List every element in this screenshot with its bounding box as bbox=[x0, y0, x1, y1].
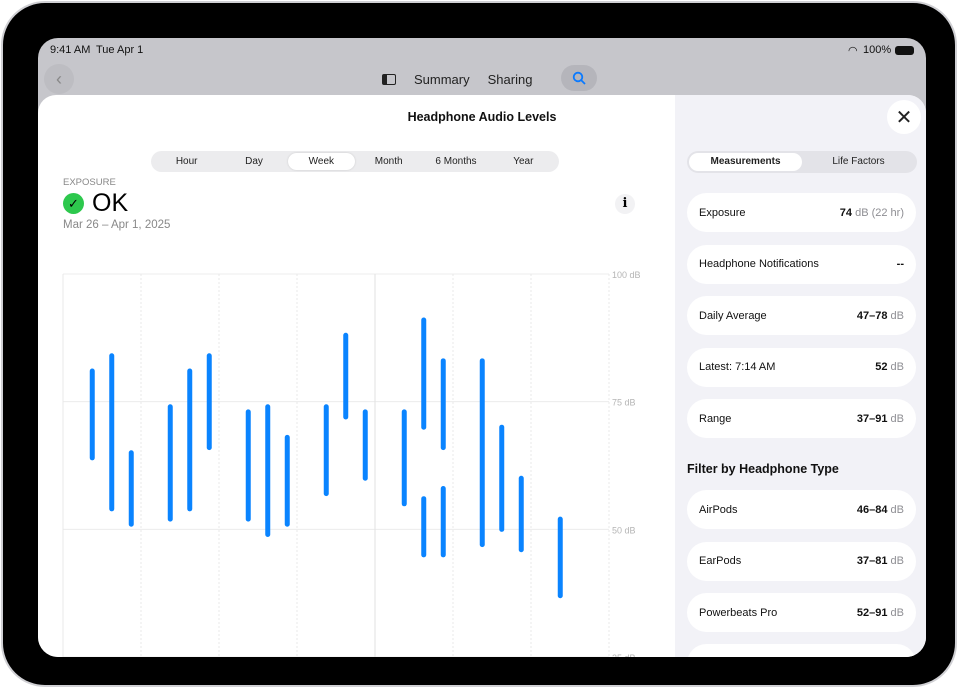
range-tab-day[interactable]: Day bbox=[245, 156, 263, 167]
tab-measurements[interactable]: Measurements bbox=[689, 153, 802, 171]
filter-heading: Filter by Headphone Type bbox=[687, 462, 839, 476]
row-value-unit: dB bbox=[887, 606, 904, 619]
row-value-unit: dB bbox=[887, 309, 904, 322]
row-value-unit: dB bbox=[887, 361, 904, 373]
sheet-title: Headphone Audio Levels bbox=[407, 110, 557, 124]
back-button[interactable]: ‹ bbox=[44, 64, 74, 94]
row-value-number: 52 bbox=[875, 361, 888, 373]
row-value-number: 46–84 bbox=[856, 503, 888, 516]
y-tick-label: 25 dB bbox=[612, 653, 636, 657]
row-label: Headphone Notifications bbox=[699, 258, 819, 270]
battery-icon bbox=[895, 46, 914, 55]
checkmark-icon: ✓ bbox=[63, 193, 84, 214]
row-value-unit: dB bbox=[887, 555, 904, 567]
status-date: Tue Apr 1 bbox=[96, 44, 144, 56]
tab-life-factors[interactable]: Life Factors bbox=[832, 156, 885, 167]
exposure-label: EXPOSURE bbox=[63, 177, 116, 188]
row-value: 52–91 dB bbox=[857, 607, 904, 619]
measurement-row[interactable]: Latest: 7:14 AM 52 dB bbox=[687, 347, 916, 387]
exposure-status: ✓ OK bbox=[63, 189, 128, 218]
row-value-number: 47–78 bbox=[856, 309, 888, 322]
screen: 9:41 AM Tue Apr 1 ◠ 100% ‹ Summary Shari… bbox=[38, 38, 926, 657]
row-value: 47–78 dB bbox=[857, 310, 904, 322]
row-label: Daily Average bbox=[699, 309, 767, 322]
range-tab-month[interactable]: Month bbox=[374, 156, 403, 167]
filter-row[interactable]: AirPods 46–84 dB bbox=[687, 490, 916, 529]
row-value: 37–91 dB bbox=[857, 413, 904, 425]
info-button[interactable]: i bbox=[615, 194, 635, 214]
row-value: -- bbox=[897, 258, 904, 270]
exposure-status-text: OK bbox=[92, 189, 129, 217]
row-label: EarPods bbox=[699, 555, 742, 567]
range-tab-6-months[interactable]: 6 Months bbox=[435, 156, 477, 167]
tab-sharing[interactable]: Sharing bbox=[487, 71, 533, 87]
row-value-unit: dB bbox=[887, 412, 904, 425]
range-tab-week[interactable]: Week bbox=[287, 153, 355, 170]
row-label: Latest: 7:14 AM bbox=[699, 361, 776, 373]
y-tick-label: 75 dB bbox=[612, 398, 636, 408]
detail-sheet: Measurements Life Factors Exposure 74 dB … bbox=[38, 95, 926, 657]
y-tick-label: 50 dB bbox=[612, 525, 636, 535]
side-panel: Measurements Life Factors Exposure 74 dB … bbox=[675, 95, 926, 657]
row-value: 46–84 dB bbox=[857, 504, 904, 516]
row-value-number: 37–91 bbox=[856, 412, 888, 425]
close-button[interactable]: ✕ bbox=[887, 100, 921, 134]
row-value-unit: dB bbox=[887, 503, 904, 516]
row-value: 37–81 dB bbox=[857, 555, 904, 567]
row-value-number: -- bbox=[896, 258, 904, 270]
measurement-row[interactable]: Exposure 74 dB (22 hr) bbox=[687, 193, 916, 232]
range-segmented-control: Hour Day Week Month 6 Months Year bbox=[151, 151, 559, 172]
date-range: Mar 26 – Apr 1, 2025 bbox=[63, 219, 171, 231]
search-icon bbox=[572, 71, 586, 85]
row-value-unit: dB (22 hr) bbox=[852, 206, 904, 219]
range-tab-year[interactable]: Year bbox=[513, 156, 534, 167]
tab-summary[interactable]: Summary bbox=[414, 71, 470, 87]
measurement-row[interactable]: Headphone Notifications -- bbox=[687, 244, 916, 284]
y-tick-label: 100 dB bbox=[612, 270, 641, 280]
row-value-number: 74 bbox=[839, 206, 853, 219]
nav-bar: Summary Sharing bbox=[366, 66, 598, 92]
filter-row[interactable]: EarPods 37–81 dB bbox=[687, 541, 916, 581]
filter-row[interactable]: Powerbeats Pro 52–91 dB bbox=[687, 593, 916, 632]
measurement-row[interactable]: Daily Average 47–78 dB bbox=[687, 296, 916, 335]
filter-row[interactable] bbox=[687, 644, 916, 657]
search-button[interactable] bbox=[561, 65, 597, 91]
measurement-row[interactable]: Range 37–91 dB bbox=[687, 399, 916, 438]
info-icon: i bbox=[622, 196, 628, 211]
side-segmented-control: Measurements Life Factors bbox=[687, 151, 917, 173]
close-icon: ✕ bbox=[895, 106, 913, 129]
row-value-number: 52–91 bbox=[856, 606, 888, 619]
status-battery: 100% bbox=[863, 44, 892, 56]
row-value: 52 dB bbox=[875, 361, 904, 373]
range-tab-hour[interactable]: Hour bbox=[175, 156, 198, 167]
row-label: Exposure bbox=[699, 206, 746, 219]
row-value: 74 dB (22 hr) bbox=[840, 207, 904, 219]
chevron-left-icon: ‹ bbox=[56, 68, 62, 89]
status-time: 9:41 AM bbox=[50, 44, 91, 56]
row-label: AirPods bbox=[699, 503, 738, 516]
row-label: Powerbeats Pro bbox=[699, 606, 778, 619]
row-value-number: 37–81 bbox=[856, 555, 888, 567]
row-label: Range bbox=[699, 412, 732, 425]
wifi-icon: ◠ bbox=[848, 45, 858, 57]
sidebar-icon[interactable] bbox=[382, 73, 396, 85]
